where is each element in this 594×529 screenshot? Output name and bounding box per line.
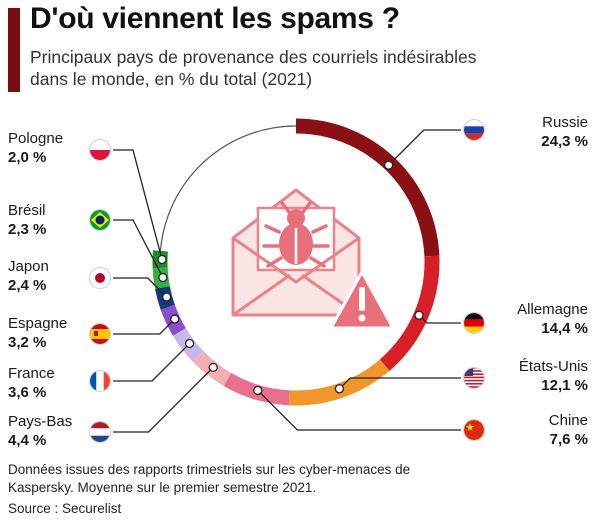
- connector-dot-chine: [253, 385, 263, 396]
- germany-flag-icon: [463, 312, 485, 334]
- label-value-france: 3,6 %: [8, 384, 46, 401]
- label-value-japon: 2,4 %: [8, 277, 46, 294]
- connector-dot-pologne: [157, 254, 167, 265]
- country-labels: Russie 24,3 % Allemagne 14,4 % États-Unis 12,…: [8, 114, 588, 449]
- russia-flag-icon: [463, 119, 485, 141]
- remainder-arc: [159, 125, 297, 251]
- label-name-chine: Chine: [549, 412, 588, 429]
- label-value-pologne: 2,0 %: [8, 149, 46, 166]
- label-connectors: [113, 129, 461, 433]
- label-value-russie: 24,3 %: [541, 133, 588, 150]
- connector-etats-unis: [338, 377, 461, 390]
- spain-flag-icon: [89, 323, 111, 345]
- label-name-pays-bas: Pays-Bas: [8, 413, 72, 430]
- title-accent-bar: [8, 8, 20, 92]
- connector-france: [113, 343, 191, 382]
- spam-envelope-icon: [231, 188, 395, 330]
- connector-dot-allemagne: [414, 310, 424, 320]
- label-value-bresil: 2,3 %: [8, 221, 46, 238]
- label-name-allemagne: Allemagne: [517, 301, 588, 318]
- source-line: Source : Securelist: [8, 501, 122, 516]
- chart-title: D'où viennent les spams ?: [30, 2, 400, 35]
- footer-note: Données issues des rapports trimestriels…: [8, 462, 411, 495]
- netherlands-flag-icon: [89, 421, 111, 443]
- label-name-france: France: [8, 365, 55, 382]
- connector-bresil: [113, 219, 164, 278]
- label-name-espagne: Espagne: [8, 315, 67, 332]
- connector-dot-bresil: [158, 272, 168, 283]
- label-value-chine: 7,6 %: [550, 431, 588, 448]
- segment-etats-unis: [288, 359, 390, 406]
- warning-icon: [329, 270, 395, 330]
- connector-espagne: [113, 318, 176, 335]
- china-flag-icon: [463, 419, 485, 441]
- label-name-japon: Japon: [8, 258, 49, 275]
- segment-allemagne: [379, 255, 440, 371]
- label-name-bresil: Brésil: [8, 202, 46, 219]
- usa-flag-icon: [463, 367, 485, 389]
- connector-dot-russie: [383, 160, 394, 170]
- connector-dot-espagne: [170, 314, 180, 324]
- label-name-etats-unis: États-Unis: [519, 358, 588, 375]
- connector-dot-france: [184, 338, 195, 349]
- connector-pologne: [113, 149, 163, 260]
- france-flag-icon: [89, 370, 111, 392]
- country-flags: [89, 119, 485, 443]
- connector-russie: [388, 129, 461, 166]
- poland-flag-icon: [89, 139, 111, 161]
- connector-dot-pays-bas: [208, 362, 218, 373]
- connector-chine: [257, 389, 461, 431]
- label-value-pays-bas: 4,4 %: [8, 432, 46, 449]
- label-name-pologne: Pologne: [8, 130, 63, 147]
- brazil-flag-icon: [89, 209, 111, 231]
- connector-dot-etats-unis: [334, 384, 345, 394]
- label-name-russie: Russie: [542, 114, 588, 131]
- connector-pays-bas: [113, 366, 214, 433]
- bug-icon: [262, 201, 330, 268]
- japan-flag-icon: [89, 267, 111, 289]
- label-value-etats-unis: 12,1 %: [541, 377, 588, 394]
- label-value-allemagne: 14,4 %: [541, 320, 588, 337]
- connector-japon: [113, 277, 168, 298]
- label-value-espagne: 3,2 %: [8, 334, 46, 351]
- chart-subtitle: Principaux pays de provenance des courri…: [30, 47, 477, 89]
- connector-dot-japon: [161, 292, 172, 302]
